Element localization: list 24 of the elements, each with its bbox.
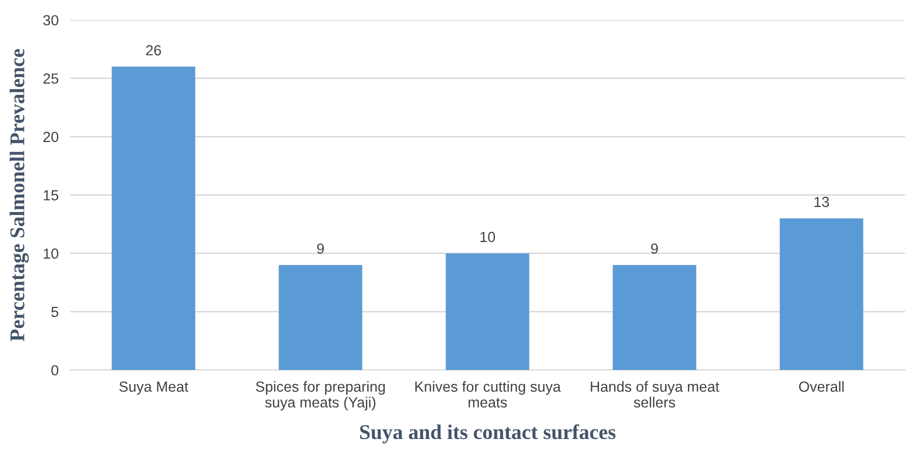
x-tick-label: Knives for cutting suya meats	[415, 381, 561, 408]
data-label: 9	[317, 243, 324, 254]
x-axis-title: Suya and its contact surfaces	[360, 424, 616, 444]
data-label: 13	[814, 196, 829, 208]
bar	[112, 66, 196, 370]
bar	[780, 218, 864, 370]
x-tick-label: Spices for preparing suya meats (Yaji)	[256, 381, 385, 410]
y-axis-title: Percentage Salmonell Prevalence	[10, 48, 29, 342]
y-tick-label: 15	[44, 190, 58, 200]
data-label: 9	[651, 243, 658, 254]
bar	[446, 253, 530, 370]
y-tick-label: 0	[51, 365, 58, 376]
x-tick-label: Suya Meat	[119, 381, 188, 395]
y-tick-label: 10	[44, 248, 58, 259]
y-tick-label: 20	[43, 132, 58, 142]
bar	[278, 265, 362, 370]
y-tick-label: 5	[51, 306, 58, 318]
bar	[612, 265, 696, 370]
x-tick-label: Hands of suya meat sellers	[590, 381, 720, 408]
y-tick-label: 30	[43, 15, 58, 26]
y-tick-label: 25	[43, 73, 58, 84]
x-tick-label: Overall	[799, 381, 844, 392]
data-label: 10	[480, 232, 496, 242]
data-label: 26	[146, 45, 161, 56]
